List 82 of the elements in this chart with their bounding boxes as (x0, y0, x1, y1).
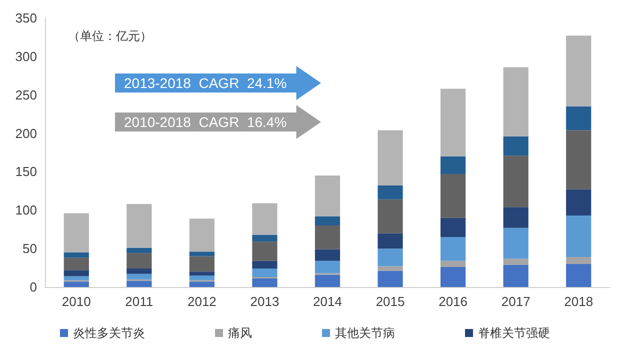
bar (189, 252, 214, 256)
x-tick-label: 2017 (501, 294, 530, 309)
bar (440, 88, 466, 156)
x-tick-label: 2014 (313, 294, 342, 309)
bar (189, 256, 214, 272)
bar (503, 228, 528, 259)
bar (440, 260, 466, 268)
legend-label: 其他关节病 (335, 326, 395, 340)
y-tick-label: 100 (15, 202, 37, 218)
y-tick-label: 300 (15, 48, 37, 64)
bar (503, 156, 528, 208)
y-tick-label: 200 (15, 126, 37, 141)
bar (64, 282, 89, 287)
annotation: 2013-2018 CAGR 24.1% (124, 75, 287, 91)
bar (378, 233, 403, 249)
bar (126, 248, 152, 254)
bar (566, 264, 592, 287)
x-tick-label: 2015 (376, 294, 405, 309)
x-tick-label: 2016 (438, 294, 468, 309)
bar (126, 253, 152, 269)
bar (440, 218, 466, 238)
bar (64, 258, 89, 270)
bar (440, 267, 466, 287)
y-tick-label: 50 (22, 241, 37, 256)
bar (503, 67, 528, 136)
bar (503, 258, 528, 265)
bar (64, 252, 89, 258)
bar (378, 130, 403, 186)
bar (314, 176, 340, 216)
bar (378, 186, 403, 200)
bar (440, 237, 466, 261)
annotation: （单位：亿元） (68, 28, 152, 45)
y-tick-label: 250 (15, 87, 37, 102)
bar (252, 242, 278, 261)
bar (314, 226, 340, 250)
bar (503, 207, 528, 228)
legend-label: 炎性多关节炎 (73, 326, 145, 340)
bar (189, 218, 214, 252)
bar (252, 203, 278, 235)
legend-label: 痛风 (228, 326, 252, 340)
bar (378, 270, 403, 287)
bar (378, 199, 403, 234)
bar (566, 106, 592, 130)
bar (566, 216, 592, 258)
bar (189, 275, 214, 280)
y-tick-label: 350 (15, 10, 37, 26)
bar (440, 156, 466, 174)
bar (189, 282, 214, 287)
x-tick-label: 2010 (62, 294, 91, 309)
bar (440, 174, 466, 218)
bar (252, 234, 278, 242)
bar (566, 130, 592, 190)
x-tick-label: 2013 (250, 294, 280, 309)
bar (314, 274, 340, 287)
bar (126, 268, 152, 274)
x-tick-label: 2011 (125, 294, 154, 309)
bar (503, 264, 528, 287)
bar (126, 274, 152, 280)
bar (314, 216, 340, 226)
bar (252, 260, 278, 269)
bar (189, 272, 214, 276)
bar (566, 257, 592, 264)
bar (378, 248, 403, 266)
annotation: 2010-2018 CAGR 16.4% (124, 114, 287, 130)
legend-label: 脊椎关节强硬 (478, 326, 550, 340)
bar (64, 270, 89, 276)
bar (252, 278, 278, 287)
bar (378, 266, 403, 271)
x-tick-label: 2012 (187, 294, 216, 309)
bar (566, 189, 592, 216)
bar (64, 213, 89, 252)
bar (503, 136, 528, 156)
bar (314, 249, 340, 261)
x-tick-label: 2018 (564, 294, 594, 309)
bar (126, 204, 152, 248)
bar (64, 276, 89, 280)
bar (126, 280, 152, 287)
y-tick-label: 150 (15, 164, 37, 180)
bar (252, 268, 278, 278)
bar (566, 36, 592, 106)
bar (314, 260, 340, 274)
y-tick-label: 0 (30, 280, 37, 294)
